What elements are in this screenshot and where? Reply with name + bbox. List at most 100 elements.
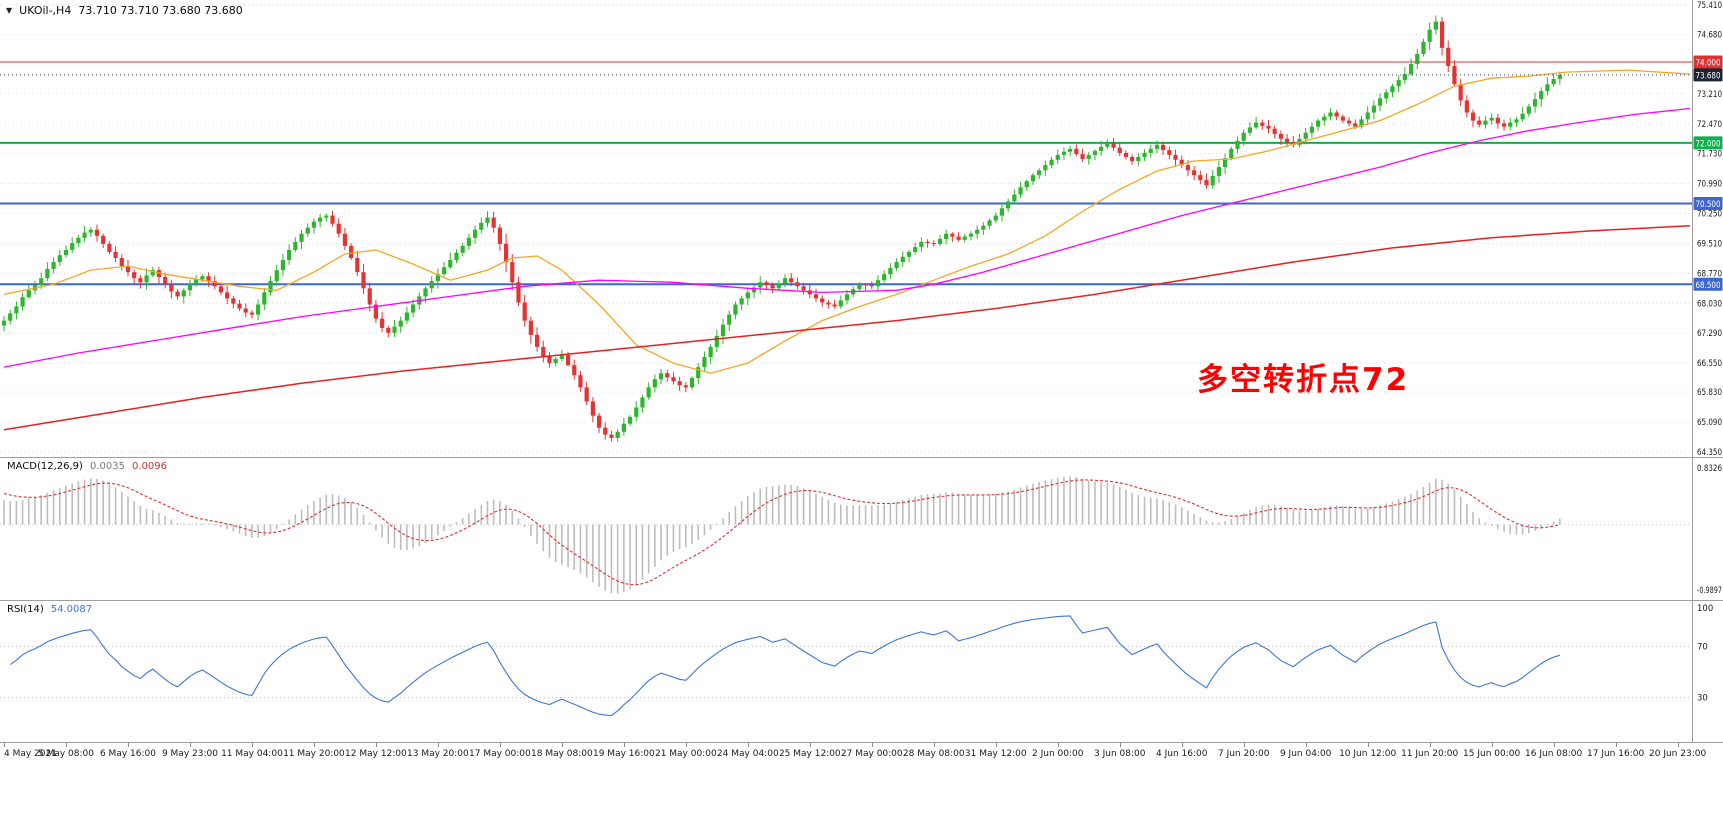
ma-fast-orange-line[interactable] bbox=[3, 69, 1691, 374]
time-axis-label: 24 May 04:00 bbox=[716, 749, 779, 759]
rsi-indicator-pane[interactable]: 100 70 30 bbox=[0, 600, 1723, 742]
time-axis-tick bbox=[1367, 743, 1369, 747]
price-axis-label: 73.210 bbox=[1697, 90, 1722, 100]
price-axis[interactable]: 75.410 74.680 73.210 72.470 71.730 70.990 70.2… bbox=[1697, 1, 1722, 457]
price-axis-label: 67.290 bbox=[1697, 329, 1722, 339]
ma-slow-red-line[interactable] bbox=[3, 224, 1691, 431]
time-axis[interactable]: 4 May 2021 5 May 08:00 6 May 16:00 9 May 23… bbox=[0, 742, 1723, 769]
time-axis-tick bbox=[1119, 743, 1121, 747]
macd-name: MACD(12,26,9) bbox=[7, 461, 83, 472]
rsi-value: 54.0087 bbox=[50, 604, 93, 615]
time-axis-label: 3 Jun 08:00 bbox=[1094, 749, 1146, 759]
horizontal-level-lines bbox=[0, 61, 1692, 286]
macd-label: MACD(12,26,9) 0.0035 0.0096 bbox=[7, 461, 167, 472]
time-axis-tick bbox=[1553, 743, 1555, 747]
time-axis-label: 4 Jun 16:00 bbox=[1155, 749, 1208, 759]
time-axis-tick bbox=[313, 743, 315, 747]
price-badges: 74.000 73.680 72.000 70.500 68.500 bbox=[1693, 55, 1723, 291]
rsi-line[interactable] bbox=[9, 615, 1560, 717]
time-axis-tick bbox=[747, 743, 749, 747]
time-axis-tick bbox=[623, 743, 625, 747]
time-axis-tick bbox=[189, 743, 191, 747]
ma-mid-magenta-line[interactable] bbox=[3, 107, 1691, 368]
macd-signal-line[interactable] bbox=[3, 479, 1560, 586]
time-axis-tick bbox=[65, 743, 67, 747]
time-axis-tick bbox=[561, 743, 563, 747]
symbol-timeframe-label: UKOil-,H4 bbox=[19, 4, 72, 17]
macd-histogram bbox=[3, 476, 1561, 594]
macd-axis[interactable]: 0.8326 -0.9897 bbox=[1697, 464, 1722, 596]
time-axis-tick bbox=[1677, 743, 1679, 747]
time-axis-tick bbox=[4, 743, 5, 747]
time-axis-label: 16 Jun 08:00 bbox=[1525, 749, 1583, 759]
price-badge-label: 73.680 bbox=[1696, 71, 1721, 81]
time-axis-tick bbox=[437, 743, 439, 747]
time-axis-tick bbox=[933, 743, 935, 747]
price-axis-label: 69.510 bbox=[1697, 239, 1722, 249]
time-axis-tick bbox=[685, 743, 687, 747]
time-axis-label: 17 May 00:00 bbox=[469, 749, 531, 759]
candles bbox=[1, 15, 1562, 442]
time-axis-label: 27 May 00:00 bbox=[840, 749, 903, 759]
rsi-axis[interactable]: 100 70 30 bbox=[1697, 604, 1713, 704]
time-axis-tick bbox=[1429, 743, 1431, 747]
time-axis-label: 10 Jun 12:00 bbox=[1339, 749, 1397, 759]
time-axis-tick bbox=[995, 743, 997, 747]
price-axis-label: 74.680 bbox=[1697, 31, 1722, 41]
time-axis-label: 7 Jun 20:00 bbox=[1217, 749, 1270, 759]
candlestick-chart[interactable]: 75.410 74.680 73.210 72.470 71.730 70.990 70.2… bbox=[0, 0, 1723, 457]
time-axis-label: 4 May 2021 bbox=[4, 749, 57, 759]
price-badge-73.680 bbox=[1693, 68, 1723, 82]
time-axis-label: 2 Jun 00:00 bbox=[1032, 749, 1084, 759]
price-badge-label: 68.500 bbox=[1696, 281, 1721, 291]
time-axis-label: 13 May 20:00 bbox=[407, 749, 469, 759]
price-badge-72.000 bbox=[1693, 136, 1723, 150]
time-axis-label: 12 May 12:00 bbox=[345, 749, 407, 759]
time-axis-label: 5 May 08:00 bbox=[37, 749, 94, 759]
time-axis-label: 15 Jun 00:00 bbox=[1463, 749, 1521, 759]
time-axis-label: 28 May 08:00 bbox=[902, 749, 965, 759]
time-axis-tick bbox=[1057, 743, 1059, 747]
price-axis-label: 70.990 bbox=[1697, 180, 1722, 190]
price-gridlines bbox=[0, 4, 1692, 453]
time-axis-tick bbox=[1243, 743, 1245, 747]
time-axis-label: 9 Jun 04:00 bbox=[1279, 749, 1332, 759]
price-badge-label: 72.000 bbox=[1696, 139, 1721, 149]
time-axis-tick bbox=[871, 743, 873, 747]
rsi-axis-label: 30 bbox=[1697, 694, 1708, 704]
time-axis-tick bbox=[1305, 743, 1307, 747]
rsi-axis-label: 100 bbox=[1697, 604, 1713, 614]
moving-averages bbox=[3, 69, 1691, 431]
chart-annotation[interactable]: 多空转折点72 bbox=[1197, 362, 1410, 398]
time-axis-label: 11 Jun 20:00 bbox=[1401, 749, 1459, 759]
time-axis-label: 21 May 00:00 bbox=[654, 749, 717, 759]
time-axis-tick bbox=[499, 743, 501, 747]
time-axis-label: 20 Jun 23:00 bbox=[1649, 749, 1707, 759]
collapse-panel-icon[interactable]: ▼ bbox=[6, 5, 13, 15]
price-axis-label: 72.470 bbox=[1697, 120, 1722, 130]
time-axis-tick bbox=[375, 743, 377, 747]
macd-axis-min-label: -0.9897 bbox=[1697, 586, 1722, 596]
price-axis-label: 66.550 bbox=[1697, 359, 1722, 369]
macd-axis-max-label: 0.8326 bbox=[1697, 464, 1722, 474]
time-axis-label: 18 May 08:00 bbox=[531, 749, 593, 759]
time-axis-tick bbox=[1181, 743, 1183, 747]
rsi-label: RSI(14) 54.0087 bbox=[7, 604, 92, 615]
time-axis-tick bbox=[251, 743, 253, 747]
time-axis-tick bbox=[1491, 743, 1493, 747]
time-axis-label: 9 May 23:00 bbox=[161, 749, 218, 759]
price-badge-label: 74.000 bbox=[1696, 58, 1721, 68]
price-axis-label: 70.250 bbox=[1697, 210, 1722, 220]
rsi-levels bbox=[0, 645, 1692, 699]
price-badge-70.500 bbox=[1693, 196, 1723, 210]
time-axis-label: 6 May 16:00 bbox=[99, 749, 156, 759]
price-axis-label: 68.770 bbox=[1697, 269, 1722, 279]
time-axis-tick bbox=[127, 743, 129, 747]
price-axis-label: 65.830 bbox=[1697, 388, 1722, 398]
ohlc-values-label: 73.710 73.710 73.680 73.680 bbox=[78, 4, 243, 17]
macd-indicator-pane[interactable]: 0.8326 -0.9897 bbox=[0, 457, 1723, 600]
price-axis-label: 64.350 bbox=[1697, 448, 1722, 457]
time-axis-label: 25 May 12:00 bbox=[778, 749, 841, 759]
macd-value-main: 0.0035 bbox=[89, 461, 125, 472]
